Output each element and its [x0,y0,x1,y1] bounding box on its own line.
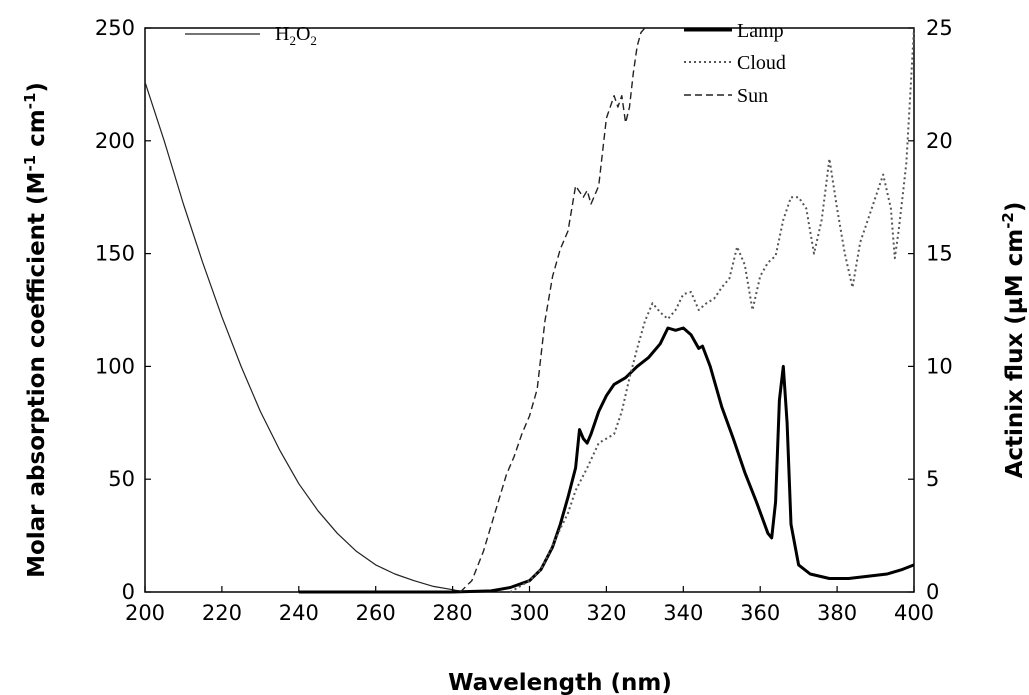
legend-cloud-label: Cloud [737,52,786,74]
series-line-h2o2 [144,81,465,593]
y-right-tick-label: 0 [926,580,939,604]
y-left-tick-label: 0 [122,580,135,604]
y-left-tick-label: 50 [108,467,135,491]
y-right-axis-title: Actinix flux (µM cm-2) [999,202,1028,479]
series-line-sun [459,27,646,593]
y-right-tick-label: 10 [926,354,953,378]
y-left-tick-label: 250 [95,16,135,40]
y-right-tick-label: 15 [926,242,953,266]
x-tick-label: 300 [509,601,549,625]
y-left-tick-label: 150 [95,242,135,266]
x-tick-label: 280 [433,601,473,625]
y-left-tick-label: 100 [95,354,135,378]
series-layer [144,27,915,594]
x-tick-label: 380 [817,601,857,625]
x-axis-title: Wavelength (nm) [448,670,672,695]
y-right-tick-label: 5 [926,467,939,491]
y-right-tick-label: 25 [926,16,953,40]
x-tick-label: 400 [894,601,934,625]
plot-border [144,27,915,593]
y-right-tick-label: 20 [926,129,953,153]
x-tick-label: 320 [586,601,626,625]
x-tick-label: 200 [125,601,165,625]
plot-frame [144,27,915,593]
x-tick-label: 360 [740,601,780,625]
y-left-axis-title: Molar absorption coefficient (M-1 cm-1) [21,82,50,578]
ticks-layer: 200 220 240 260 280 300 320 340 360 380 4000501001… [95,16,953,625]
legend-left: H2O2 [185,23,317,48]
x-tick-label: 340 [663,601,703,625]
legend-h2o2-label: H2O2 [275,23,317,48]
x-tick-label: 220 [202,601,242,625]
series-line-cloud [509,27,915,593]
x-tick-label: 260 [356,601,396,625]
series-line-lamp [298,326,915,594]
legend-sun-label: Sun [737,85,768,107]
y-left-tick-label: 200 [95,129,135,153]
x-tick-label: 240 [279,601,319,625]
legend-lamp-label: Lamp [737,20,784,42]
legend-right: Lamp Cloud Sun [684,20,786,107]
